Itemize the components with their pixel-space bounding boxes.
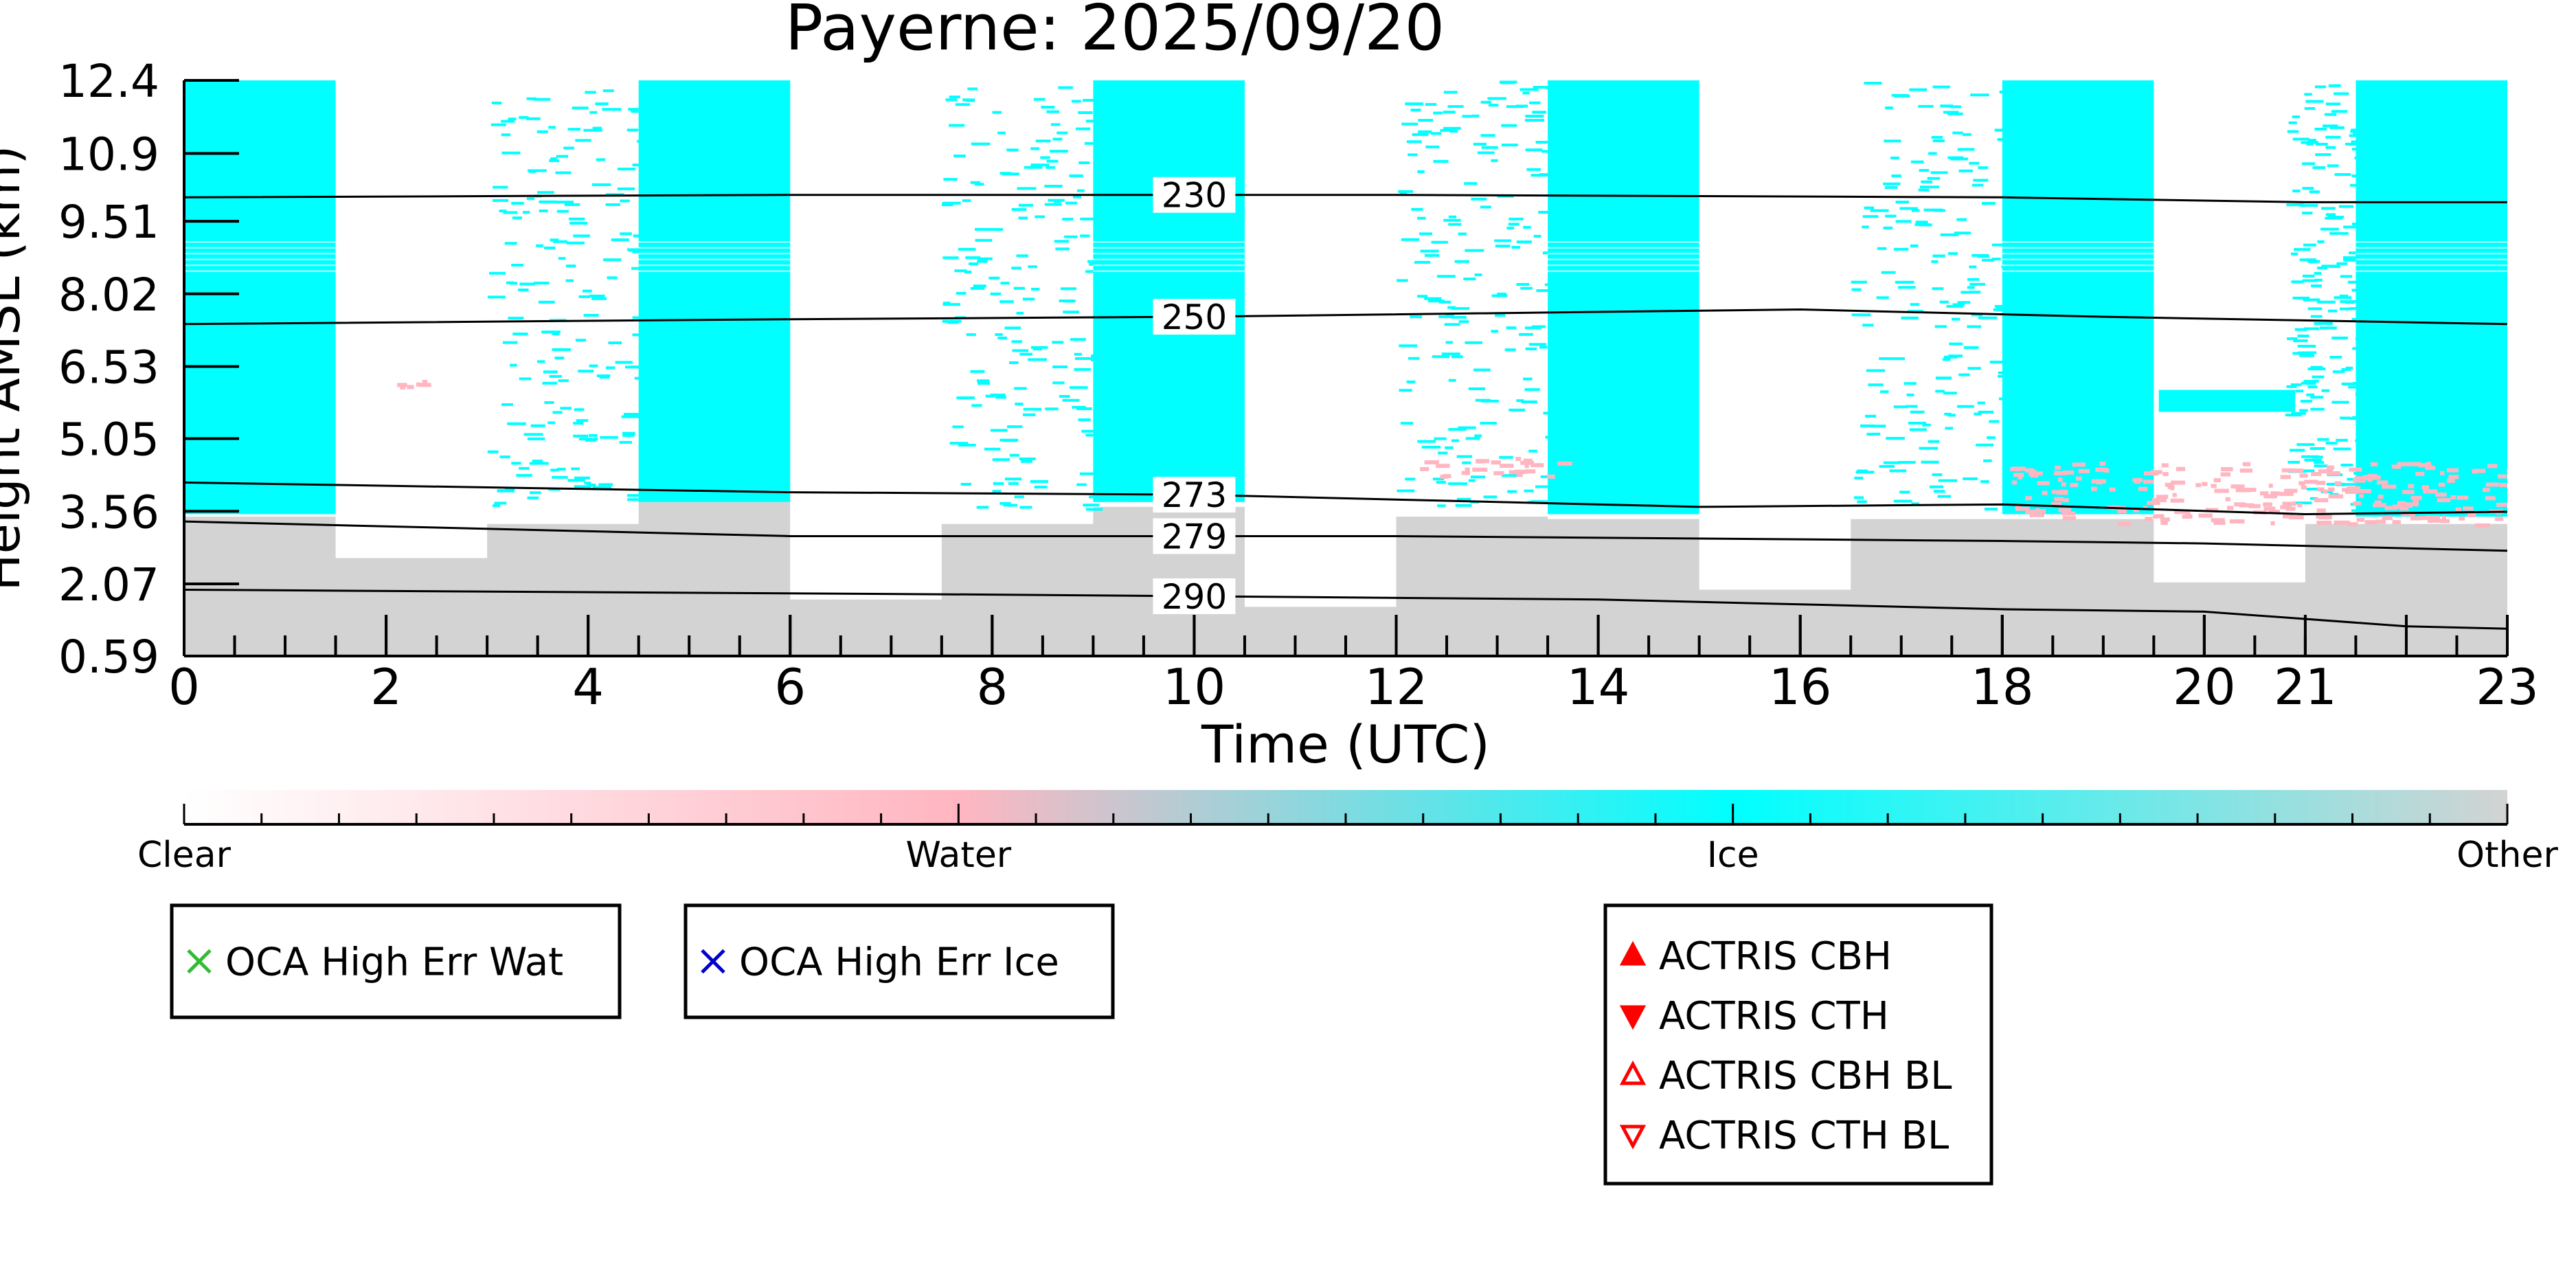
legend-entry-label: ACTRIS CTH BL xyxy=(1659,1114,1949,1158)
y-tick-label: 3.56 xyxy=(58,486,159,539)
x-tick-label: 2 xyxy=(370,658,402,716)
x-tick-label: 8 xyxy=(976,658,1008,716)
x-tick-label: 12 xyxy=(1365,658,1428,716)
x-axis-label: Time (UTC) xyxy=(1201,714,1490,775)
y-axis-label: Height AMSL (km) xyxy=(0,146,31,591)
ice-column xyxy=(2355,80,2507,517)
y-tick-label: 5.05 xyxy=(58,414,159,466)
legend-entry-label: ACTRIS CBH BL xyxy=(1659,1054,1952,1098)
legend-marker xyxy=(187,949,212,974)
x-tick-label: 21 xyxy=(2274,658,2337,716)
isotherm-label-bg xyxy=(1153,299,1236,335)
colorbar-label: Ice xyxy=(1707,835,1759,876)
y-tick-label: 2.07 xyxy=(58,558,159,611)
isotherm-line xyxy=(183,308,2508,326)
ice-flecks xyxy=(487,80,2375,512)
isotherm-label-bg xyxy=(1153,177,1236,213)
x-tick-label: 23 xyxy=(2476,658,2539,716)
ice-column xyxy=(638,80,791,502)
x-tick-label: 16 xyxy=(1769,658,1832,716)
ice-patch xyxy=(2158,389,2296,412)
x-tick-label: 20 xyxy=(2173,658,2236,716)
isotherm-line xyxy=(183,194,2507,203)
x-tick-label: 10 xyxy=(1163,658,1226,716)
colorbar-label: Water xyxy=(905,835,1011,876)
y-tick-label: 6.53 xyxy=(58,341,159,394)
isotherm-label-bg xyxy=(1153,518,1236,554)
legend-entry-label: OCA High Err Wat xyxy=(225,940,563,985)
y-tick-label: 9.51 xyxy=(58,196,159,249)
x-tick-label: 4 xyxy=(572,658,604,716)
legend-entry-label: ACTRIS CTH xyxy=(1659,994,1889,1039)
legend-box: OCA High Err Ice xyxy=(683,903,1115,1019)
y-tick-label: 12.4 xyxy=(58,55,159,108)
legends: OCA High Err Wat OCA High Err Ice ACTRIS C… xyxy=(170,903,1993,1186)
legend-marker xyxy=(1619,1060,1647,1085)
legend-box: OCA High Err Wat xyxy=(170,903,622,1019)
x-tick-label: 0 xyxy=(168,658,200,716)
isotherm-line xyxy=(183,520,2508,552)
legend-frame xyxy=(170,903,622,1019)
ice-column xyxy=(2002,80,2154,515)
legend-entry-label: OCA High Err Ice xyxy=(739,940,1059,985)
isotherm-label-bg xyxy=(1153,477,1236,513)
legend-marker xyxy=(1619,1005,1647,1030)
water-flecks xyxy=(397,380,2507,528)
x-tick-label: 14 xyxy=(1567,658,1630,716)
legend-frame xyxy=(683,903,1115,1019)
ice-column xyxy=(1093,80,1245,502)
isotherm-label-bg xyxy=(1153,578,1236,614)
ice-column xyxy=(1548,80,1699,515)
y-tick-label: 8.02 xyxy=(58,269,159,321)
y-tick-label: 0.59 xyxy=(58,631,159,683)
legend-box: ACTRIS CBH ACTRIS CTH ACTRIS CBH BL ACTRIS … xyxy=(1603,903,1993,1186)
axes-layer: 12.4 10.9 9.51 8.02 6.53 5.05 3.56 2.07 0.590 2 4 6… xyxy=(58,55,2539,716)
legend-marker xyxy=(1619,940,1647,966)
isotherm-label: 273 xyxy=(1162,475,1227,515)
colorbar: Clear Water Ice Other xyxy=(137,790,2558,876)
colorbar-label: Other xyxy=(2456,835,2558,876)
isotherm-label: 279 xyxy=(1162,517,1227,556)
chart-title: Payerne: 2025/09/20 xyxy=(785,0,1445,65)
isotherm-label: 290 xyxy=(1162,577,1227,617)
isotherm-line xyxy=(183,481,2508,516)
ice-stripes xyxy=(184,241,2507,272)
x-tick-label: 6 xyxy=(774,658,806,716)
isotherm-label: 230 xyxy=(1162,176,1227,216)
colorbar-label: Clear xyxy=(137,835,231,876)
y-tick-label: 10.9 xyxy=(58,128,159,181)
legend-frame xyxy=(1603,903,1993,1186)
legend-marker xyxy=(701,949,725,974)
isotherm-label: 250 xyxy=(1162,297,1227,337)
legend-entry-label: ACTRIS CBH xyxy=(1659,934,1892,979)
legend-marker xyxy=(1619,1125,1647,1150)
ice-column xyxy=(184,80,336,515)
x-tick-label: 18 xyxy=(1971,658,2034,716)
plot-area xyxy=(184,80,2507,656)
